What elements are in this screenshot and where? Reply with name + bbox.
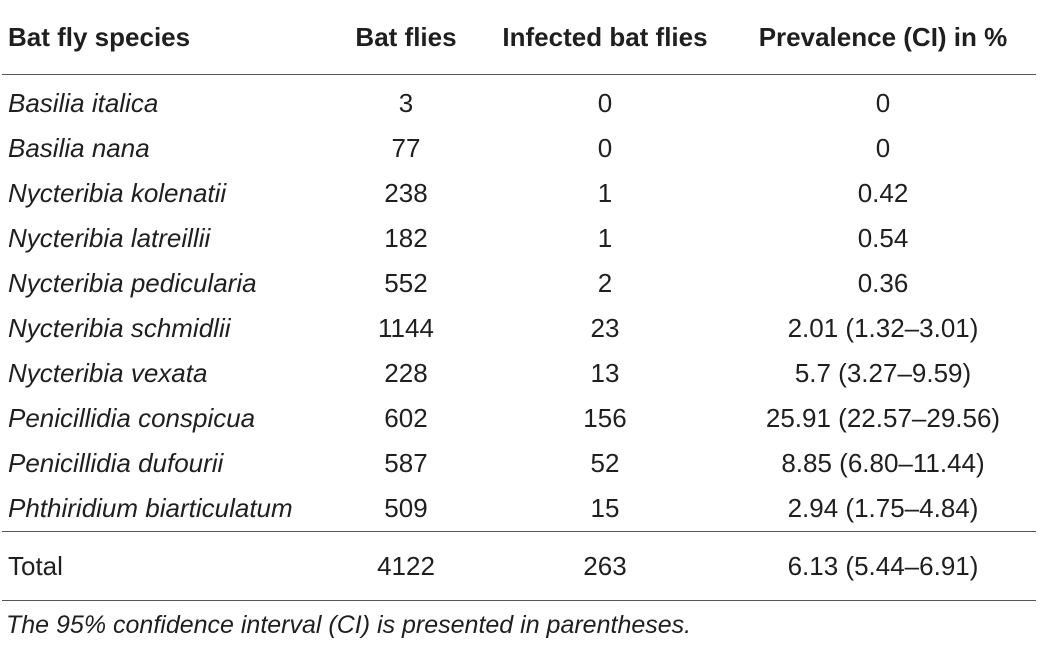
- cell-bat-flies: 238: [384, 178, 428, 208]
- cell-bat-flies: 509: [384, 493, 428, 523]
- header-infected-bat-flies: Infected bat flies: [480, 0, 730, 75]
- header-prevalence: Prevalence (CI) in %: [730, 0, 1036, 75]
- cell-species: Penicillidia dufourii: [8, 448, 224, 478]
- cell-species: Penicillidia conspicua: [8, 403, 256, 433]
- cell-prevalence: 0.54: [857, 223, 909, 253]
- cell-species: Phthiridium biarticulatum: [8, 493, 293, 523]
- cell-infected: 0: [597, 133, 613, 163]
- total-row: Total 4122 263 6.13 (5.44–6.91): [2, 531, 1036, 601]
- table-body: Basilia italica 3 0 0 Basilia nana 77 0 …: [2, 75, 1036, 532]
- cell-infected: 1: [597, 223, 613, 253]
- cell-prevalence: 0: [875, 133, 891, 163]
- cell-species: Nycteribia schmidlii: [8, 313, 231, 343]
- cell-prevalence: 0: [875, 88, 891, 118]
- table-row: Basilia italica 3 0 0: [2, 75, 1036, 127]
- cell-prevalence: 5.7 (3.27–9.59): [794, 358, 972, 388]
- cell-prevalence: 8.85 (6.80–11.44): [781, 448, 985, 478]
- cell-species: Nycteribia kolenatii: [8, 178, 227, 208]
- cell-bat-flies: 1144: [378, 313, 434, 343]
- cell-prevalence: 25.91 (22.57–29.56): [765, 403, 1001, 433]
- cell-infected: 0: [597, 88, 613, 118]
- header-species: Bat fly species: [2, 0, 332, 75]
- cell-bat-flies: 77: [391, 133, 421, 163]
- header-row: Bat fly species Bat flies Infected bat f…: [2, 0, 1036, 75]
- total-label: Total: [2, 531, 332, 601]
- cell-prevalence: 0.42: [857, 178, 909, 208]
- cell-infected: 2: [597, 268, 613, 298]
- cell-bat-flies: 602: [384, 403, 428, 433]
- table-row: Penicillidia dufourii 587 52 8.85 (6.80–…: [2, 441, 1036, 486]
- cell-prevalence: 0.36: [857, 268, 909, 298]
- table-row: Nycteribia pedicularia 552 2 0.36: [2, 261, 1036, 306]
- table-footnote: The 95% confidence interval (CI) is pres…: [6, 611, 692, 639]
- table-row: Penicillidia conspicua 602 156 25.91 (22…: [2, 396, 1036, 441]
- table-row: Phthiridium biarticulatum 509 15 2.94 (1…: [2, 486, 1036, 532]
- cell-infected: 23: [590, 313, 620, 343]
- cell-species: Basilia nana: [8, 133, 150, 163]
- cell-species: Nycteribia pedicularia: [8, 268, 257, 298]
- cell-infected: 156: [583, 403, 627, 433]
- cell-bat-flies: 228: [384, 358, 428, 388]
- cell-bat-flies: 3: [398, 88, 414, 118]
- bat-fly-prevalence-table: Bat fly species Bat flies Infected bat f…: [2, 0, 1036, 601]
- table-row: Nycteribia schmidlii 1144 23 2.01 (1.32–…: [2, 306, 1036, 351]
- table-row: Nycteribia vexata 228 13 5.7 (3.27–9.59): [2, 351, 1036, 396]
- cell-prevalence: 2.94 (1.75–4.84): [787, 493, 979, 523]
- cell-infected: 13: [590, 358, 620, 388]
- total-prevalence: 6.13 (5.44–6.91): [730, 531, 1036, 601]
- cell-bat-flies: 182: [384, 223, 428, 253]
- cell-species: Basilia italica: [8, 88, 159, 118]
- table-header: Bat fly species Bat flies Infected bat f…: [2, 0, 1036, 75]
- cell-bat-flies: 552: [384, 268, 428, 298]
- table-row: Basilia nana 77 0 0: [2, 126, 1036, 171]
- cell-species: Nycteribia latreillii: [8, 223, 211, 253]
- cell-infected: 1: [597, 178, 613, 208]
- table-row: Nycteribia kolenatii 238 1 0.42: [2, 171, 1036, 216]
- cell-prevalence: 2.01 (1.32–3.01): [787, 313, 979, 343]
- table-footer: Total 4122 263 6.13 (5.44–6.91): [2, 531, 1036, 601]
- cell-infected: 52: [590, 448, 620, 478]
- cell-species: Nycteribia vexata: [8, 358, 208, 388]
- cell-infected: 15: [590, 493, 620, 523]
- header-bat-flies: Bat flies: [332, 0, 480, 75]
- total-bat-flies: 4122: [332, 531, 480, 601]
- cell-bat-flies: 587: [384, 448, 428, 478]
- total-infected: 263: [480, 531, 730, 601]
- table-row: Nycteribia latreillii 182 1 0.54: [2, 216, 1036, 261]
